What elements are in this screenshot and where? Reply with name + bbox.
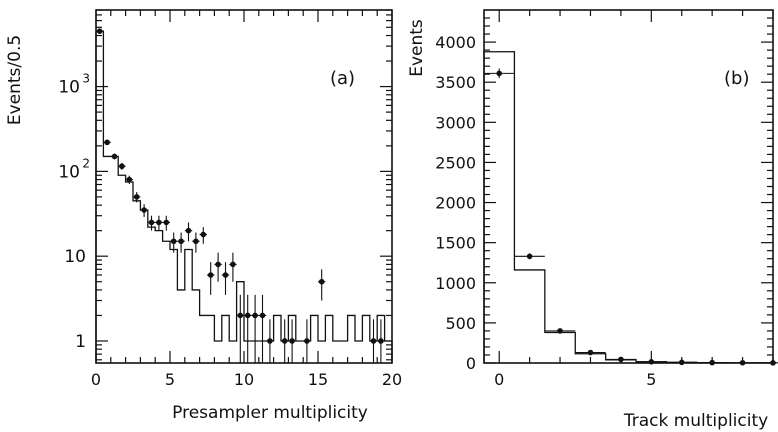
- data-point: [770, 360, 776, 366]
- data-point: [318, 278, 325, 285]
- y-tick-label: 10: [58, 162, 80, 182]
- data-point: [648, 358, 655, 365]
- panel-b-label: (b): [724, 68, 749, 89]
- x-tick-label: 0: [91, 370, 101, 389]
- y-tick-label: 1500: [435, 234, 476, 253]
- data-point: [126, 176, 133, 183]
- y-tick-label: 500: [445, 314, 476, 333]
- data-point: [133, 194, 140, 200]
- data-point: [200, 231, 207, 238]
- y-tick-label: 1: [75, 332, 86, 352]
- y-tick-label: 10: [58, 78, 80, 98]
- data-point: [259, 312, 266, 319]
- data-point: [739, 359, 746, 366]
- data-point: [587, 349, 594, 356]
- data-point: [557, 328, 563, 334]
- panel-a-label: (a): [330, 68, 355, 89]
- data-point: [148, 219, 155, 226]
- data-point: [215, 261, 221, 268]
- y-tick-label: 2500: [435, 153, 476, 172]
- panel-b-histogram: [483, 51, 774, 364]
- x-tick-label: 0: [494, 370, 504, 389]
- data-point: [370, 338, 377, 344]
- panel-b-ticks: 0 5 0 500 1000 1500 2000 2500 3000 3500 4000: [435, 10, 774, 389]
- x-tick-label: 5: [165, 370, 175, 389]
- data-point: [304, 338, 310, 344]
- x-tick-label: 15: [308, 370, 328, 389]
- y-tick-exponent: 3: [82, 72, 90, 86]
- data-point: [267, 338, 273, 344]
- panel-a-xlabel: Presampler multiplicity: [172, 403, 368, 423]
- y-tick-label: 4000: [435, 33, 476, 52]
- data-point: [496, 70, 503, 77]
- data-point: [526, 253, 533, 260]
- data-point: [230, 261, 236, 268]
- panel-a-data-points: [96, 28, 385, 363]
- panel-a-ylabel: Events/0.5: [5, 35, 25, 125]
- data-point: [163, 219, 170, 226]
- data-point: [289, 338, 295, 344]
- data-point: [96, 28, 103, 34]
- y-tick-label: 3500: [435, 73, 476, 92]
- data-point: [170, 238, 177, 245]
- data-point: [178, 238, 184, 245]
- data-point: [237, 312, 244, 319]
- data-point: [222, 272, 229, 278]
- histogram-step: [483, 51, 774, 364]
- data-point: [156, 219, 162, 226]
- data-point: [678, 359, 685, 366]
- data-point: [618, 356, 624, 363]
- data-point: [141, 207, 147, 213]
- y-tick-label: 10: [64, 247, 86, 267]
- y-tick-label: 1000: [435, 274, 476, 293]
- y-tick-exponent: 2: [82, 156, 90, 170]
- y-tick-label: 3000: [435, 113, 476, 132]
- data-point: [193, 238, 199, 245]
- data-point: [207, 272, 214, 278]
- x-tick-label: 20: [382, 370, 402, 389]
- data-point: [244, 312, 251, 319]
- data-point: [709, 359, 715, 366]
- data-point: [252, 312, 258, 319]
- panel-b-ylabel: Events: [407, 19, 427, 77]
- panel-b-frame: [483, 9, 774, 364]
- data-point: [111, 153, 118, 160]
- x-tick-label: 5: [646, 370, 656, 389]
- x-tick-label: 10: [234, 370, 254, 389]
- panel-b: 0 5 0 500 1000 1500 2000 2500 3000 3500 4000 (b) T…: [407, 9, 778, 431]
- panel-b-data-points: [484, 68, 778, 366]
- data-point: [119, 163, 125, 170]
- y-tick-label: 0: [466, 354, 476, 373]
- y-tick-label: 2000: [435, 194, 476, 213]
- data-point: [104, 139, 110, 146]
- panel-b-xlabel: Track multiplicity: [623, 411, 768, 431]
- data-point: [378, 338, 384, 344]
- data-point: [185, 227, 192, 234]
- data-point: [281, 338, 288, 344]
